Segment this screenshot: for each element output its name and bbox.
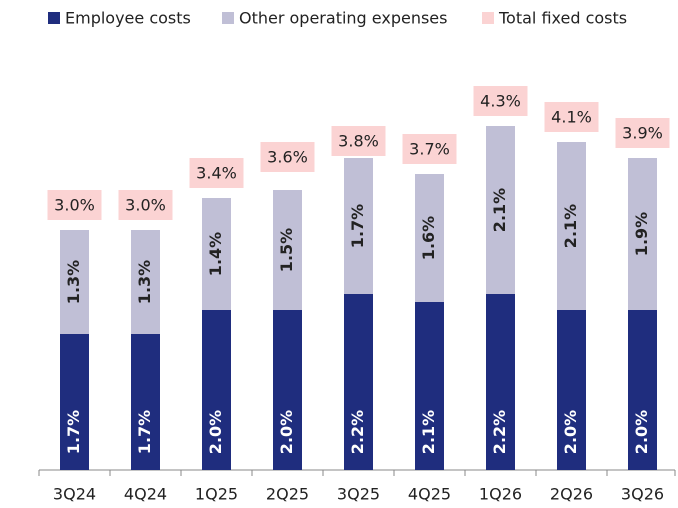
data-label: 1.4%: [206, 232, 225, 276]
data-label: 2.2%: [348, 410, 367, 454]
bar: [415, 174, 444, 302]
total-box: [118, 190, 173, 220]
total-box: [189, 158, 244, 188]
bar: [557, 310, 586, 470]
data-label: 2.0%: [277, 410, 296, 454]
data-label: 1.9%: [632, 212, 651, 256]
total-box: [331, 126, 386, 156]
legend-swatch: [482, 12, 494, 24]
x-tick-label: 2Q25: [266, 485, 309, 504]
total-box: [47, 190, 102, 220]
x-tick-label: 3Q24: [53, 485, 96, 504]
bar: [273, 190, 302, 310]
bar: [628, 310, 657, 470]
data-label: 2.0%: [561, 410, 580, 454]
bar: [60, 334, 89, 470]
bar: [202, 198, 231, 310]
data-label: 1.7%: [64, 410, 83, 454]
legend-swatch: [48, 12, 60, 24]
total-label: 4.3%: [480, 92, 521, 111]
bar: [131, 334, 160, 470]
bar: [344, 294, 373, 470]
legend-label: Other operating expenses: [239, 9, 447, 28]
bar: [486, 294, 515, 470]
data-label: 2.1%: [419, 410, 438, 454]
bar: [557, 142, 586, 310]
data-label: 2.1%: [561, 204, 580, 248]
total-box: [615, 118, 670, 148]
total-label: 3.0%: [125, 196, 166, 215]
total-label: 3.4%: [196, 164, 237, 183]
data-label: 1.7%: [135, 410, 154, 454]
x-tick-label: 2Q26: [550, 485, 593, 504]
total-label: 3.0%: [54, 196, 95, 215]
bar: [131, 230, 160, 334]
x-tick-label: 1Q25: [195, 485, 238, 504]
data-label: 1.5%: [277, 228, 296, 272]
data-label: 1.3%: [135, 260, 154, 304]
total-label: 3.7%: [409, 140, 450, 159]
bar: [344, 158, 373, 294]
x-tick-label: 3Q25: [337, 485, 380, 504]
x-tick-label: 3Q26: [621, 485, 664, 504]
bar: [202, 310, 231, 470]
legend-label: Total fixed costs: [498, 9, 627, 28]
total-label: 4.1%: [551, 108, 592, 127]
data-label: 2.2%: [490, 410, 509, 454]
bar: [628, 158, 657, 310]
bar: [273, 310, 302, 470]
data-label: 1.6%: [419, 216, 438, 260]
total-box: [544, 102, 599, 132]
total-label: 3.6%: [267, 148, 308, 167]
total-box: [260, 142, 315, 172]
x-tick-label: 1Q26: [479, 485, 522, 504]
total-label: 3.9%: [622, 124, 663, 143]
data-label: 2.0%: [632, 410, 651, 454]
legend-swatch: [222, 12, 234, 24]
total-box: [402, 134, 457, 164]
total-box: [473, 86, 528, 116]
x-tick-label: 4Q25: [408, 485, 451, 504]
data-label: 1.7%: [348, 204, 367, 248]
bar: [60, 230, 89, 334]
total-label: 3.8%: [338, 132, 379, 151]
bar: [415, 302, 444, 470]
bar: [486, 126, 515, 294]
x-tick-label: 4Q24: [124, 485, 167, 504]
data-label: 2.1%: [490, 188, 509, 232]
data-label: 2.0%: [206, 410, 225, 454]
legend-label: Employee costs: [65, 9, 191, 28]
data-label: 1.3%: [64, 260, 83, 304]
